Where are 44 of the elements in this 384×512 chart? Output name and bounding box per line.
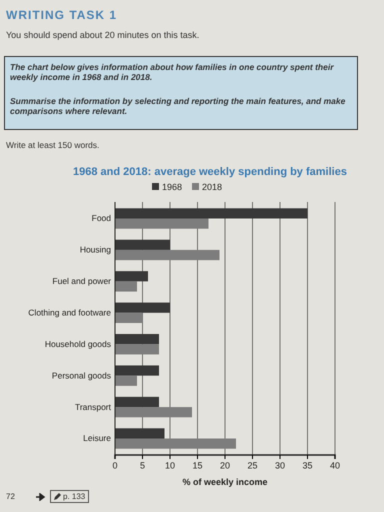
y-tick-label: Fuel and power bbox=[52, 276, 112, 286]
y-tick-label: Clothing and footware bbox=[28, 308, 112, 318]
x-tick-label: 15 bbox=[192, 460, 203, 470]
text: The chart below gives information about how families in one country spent their weekly income in 1968 and in 2018. bbox=[10, 62, 335, 82]
x-tick-label: 35 bbox=[302, 460, 313, 470]
chart-title: 1968 and 2018: average weekly spending by families bbox=[73, 166, 347, 178]
bar bbox=[115, 438, 236, 449]
text: WRITING TASK 1 bbox=[6, 8, 118, 22]
text: 72 bbox=[6, 492, 15, 501]
bar bbox=[115, 281, 137, 292]
text: Summarise the information by selecting and reporting the main features, and make comparisons where relevant. bbox=[10, 96, 346, 116]
x-tick-label: 0 bbox=[112, 460, 118, 470]
bar bbox=[115, 218, 208, 229]
text: Write at least 150 words. bbox=[6, 140, 100, 150]
bar bbox=[115, 428, 164, 438]
x-axis-title: % of weekly income bbox=[182, 477, 268, 487]
legend-label: 2018 bbox=[202, 182, 222, 192]
x-tick-label: 5 bbox=[140, 460, 146, 470]
y-tick-label: Food bbox=[92, 213, 112, 224]
bar bbox=[115, 208, 308, 218]
x-tick-label: 30 bbox=[274, 460, 286, 470]
y-tick-label: Leisure bbox=[83, 433, 112, 444]
legend-label: 1968 bbox=[162, 182, 182, 192]
text: p. 133 bbox=[50, 490, 90, 503]
x-tick-label: 40 bbox=[330, 460, 340, 470]
x-tick-label: 20 bbox=[220, 460, 230, 470]
bar bbox=[115, 396, 159, 408]
y-tick-label: Housing bbox=[80, 244, 112, 255]
bar bbox=[115, 365, 159, 376]
bar bbox=[115, 271, 148, 282]
bar bbox=[115, 312, 142, 323]
x-tick-label: 25 bbox=[247, 460, 258, 470]
x-tick-label: 10 bbox=[164, 460, 176, 470]
bar bbox=[115, 344, 159, 354]
bar bbox=[115, 240, 170, 250]
bar bbox=[115, 250, 220, 260]
bar bbox=[115, 302, 170, 313]
y-tick-label: Personal goods bbox=[52, 370, 111, 380]
bar bbox=[115, 334, 159, 344]
y-tick-label: Household goods bbox=[44, 338, 111, 349]
y-tick-label: Transport bbox=[74, 402, 112, 412]
bar bbox=[115, 407, 192, 418]
text: You should spend about 20 minutes on this task. bbox=[6, 30, 200, 40]
bar bbox=[115, 376, 137, 386]
